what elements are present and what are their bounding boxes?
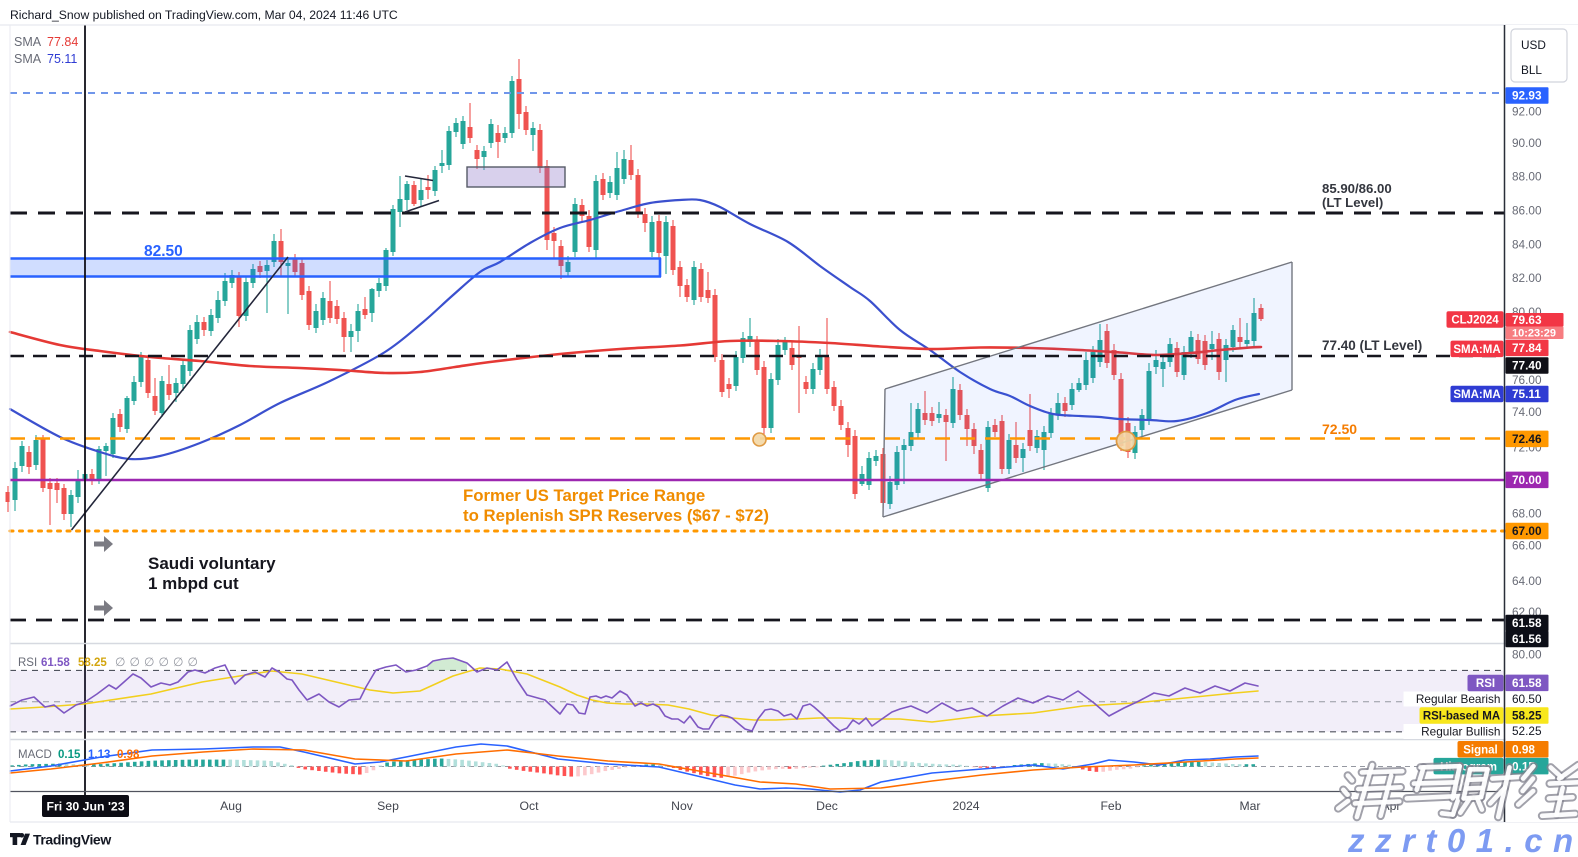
svg-text:90.00: 90.00 bbox=[1512, 136, 1542, 150]
svg-text:58.25: 58.25 bbox=[78, 657, 107, 669]
svg-text:60.50: 60.50 bbox=[1512, 692, 1542, 706]
svg-text:92.00: 92.00 bbox=[1512, 105, 1542, 119]
svg-text:∅: ∅ bbox=[188, 655, 198, 669]
svg-text:75.11: 75.11 bbox=[47, 52, 77, 66]
svg-text:Regular Bullish: Regular Bullish bbox=[1421, 725, 1500, 739]
svg-text:0.15: 0.15 bbox=[58, 749, 81, 761]
svg-text:80.00: 80.00 bbox=[1512, 648, 1542, 662]
svg-text:92.93: 92.93 bbox=[1512, 89, 1542, 103]
svg-text:Nov: Nov bbox=[671, 799, 694, 813]
svg-text:64.00: 64.00 bbox=[1512, 574, 1542, 588]
svg-text:CLJ2024: CLJ2024 bbox=[1451, 315, 1499, 327]
svg-text:70.00: 70.00 bbox=[1512, 473, 1542, 487]
svg-text:52.25: 52.25 bbox=[1512, 724, 1542, 738]
svg-text:RSI: RSI bbox=[1476, 678, 1495, 690]
svg-text:SMA: SMA bbox=[14, 52, 42, 66]
svg-text:RSI: RSI bbox=[18, 657, 37, 669]
svg-text:58.25: 58.25 bbox=[1512, 709, 1542, 723]
svg-text:88.00: 88.00 bbox=[1512, 169, 1542, 183]
svg-text:zzrt01.cn: zzrt01.cn bbox=[1347, 822, 1578, 857]
svg-text:(LT Level): (LT Level) bbox=[1322, 195, 1383, 210]
svg-text:MACD: MACD bbox=[18, 749, 52, 761]
svg-text:77.84: 77.84 bbox=[47, 35, 78, 49]
svg-text:10:23:29: 10:23:29 bbox=[1512, 328, 1556, 340]
svg-text:∅: ∅ bbox=[130, 655, 140, 669]
svg-text:Mar: Mar bbox=[1240, 799, 1261, 813]
svg-text:TradingView: TradingView bbox=[33, 832, 111, 848]
svg-text:RSI-based MA: RSI-based MA bbox=[1423, 711, 1500, 723]
svg-text:61.58: 61.58 bbox=[1512, 616, 1542, 630]
svg-text:Richard_Snow published on Trad: Richard_Snow published on TradingView.co… bbox=[10, 8, 398, 22]
svg-text:77.84: 77.84 bbox=[1512, 341, 1542, 355]
svg-text:74.00: 74.00 bbox=[1512, 405, 1542, 419]
svg-text:Oct: Oct bbox=[520, 799, 540, 813]
svg-text:SMA:MA: SMA:MA bbox=[1453, 344, 1500, 356]
svg-text:BLL: BLL bbox=[1521, 63, 1542, 77]
svg-text:∅: ∅ bbox=[173, 655, 183, 669]
svg-text:Regular Bearish: Regular Bearish bbox=[1416, 692, 1501, 706]
svg-text:to Replenish SPR Reserves ($67: to Replenish SPR Reserves ($67 - $72) bbox=[463, 506, 769, 525]
svg-text:Signal: Signal bbox=[1463, 744, 1498, 756]
svg-text:2024: 2024 bbox=[952, 799, 979, 813]
svg-text:61.58: 61.58 bbox=[1512, 676, 1542, 690]
svg-text:USD: USD bbox=[1521, 38, 1546, 52]
svg-text:SMA: SMA bbox=[14, 35, 42, 49]
svg-text:79.63: 79.63 bbox=[1512, 313, 1542, 327]
svg-text:Sep: Sep bbox=[377, 799, 399, 813]
svg-text:SMA:MA: SMA:MA bbox=[1453, 389, 1500, 401]
svg-text:75.11: 75.11 bbox=[1512, 387, 1541, 401]
svg-text:68.00: 68.00 bbox=[1512, 506, 1542, 520]
svg-text:72.50: 72.50 bbox=[1322, 421, 1357, 437]
svg-text:Feb: Feb bbox=[1100, 799, 1121, 813]
svg-text:1.13: 1.13 bbox=[88, 749, 110, 761]
svg-text:82.50: 82.50 bbox=[144, 243, 183, 260]
svg-text:77.40: 77.40 bbox=[1512, 359, 1542, 373]
svg-text:76.00: 76.00 bbox=[1512, 373, 1542, 387]
svg-text:0.98: 0.98 bbox=[117, 749, 140, 761]
svg-text:85.90/86.00: 85.90/86.00 bbox=[1322, 181, 1392, 196]
svg-text:1 mbpd cut: 1 mbpd cut bbox=[148, 574, 239, 593]
svg-text:Saudi voluntary: Saudi voluntary bbox=[148, 554, 276, 573]
svg-text:82.00: 82.00 bbox=[1512, 271, 1542, 285]
svg-text:86.00: 86.00 bbox=[1512, 204, 1542, 218]
svg-text:∅: ∅ bbox=[159, 655, 169, 669]
svg-text:61.58: 61.58 bbox=[41, 657, 70, 669]
svg-text:67.00: 67.00 bbox=[1512, 524, 1542, 538]
svg-text:0.98: 0.98 bbox=[1512, 742, 1535, 756]
svg-text:61.56: 61.56 bbox=[1512, 632, 1542, 646]
svg-text:∅: ∅ bbox=[115, 655, 125, 669]
svg-text:Aug: Aug bbox=[220, 799, 242, 813]
svg-text:72.46: 72.46 bbox=[1512, 432, 1542, 446]
svg-text:Fri 30 Jun '23: Fri 30 Jun '23 bbox=[46, 800, 124, 814]
svg-text:∅: ∅ bbox=[144, 655, 154, 669]
svg-text:77.40 (LT Level): 77.40 (LT Level) bbox=[1322, 338, 1422, 353]
svg-text:84.00: 84.00 bbox=[1512, 237, 1542, 251]
svg-text:66.00: 66.00 bbox=[1512, 538, 1542, 552]
svg-text:Dec: Dec bbox=[816, 799, 838, 813]
svg-text:Former US Target Price Range: Former US Target Price Range bbox=[463, 486, 705, 505]
